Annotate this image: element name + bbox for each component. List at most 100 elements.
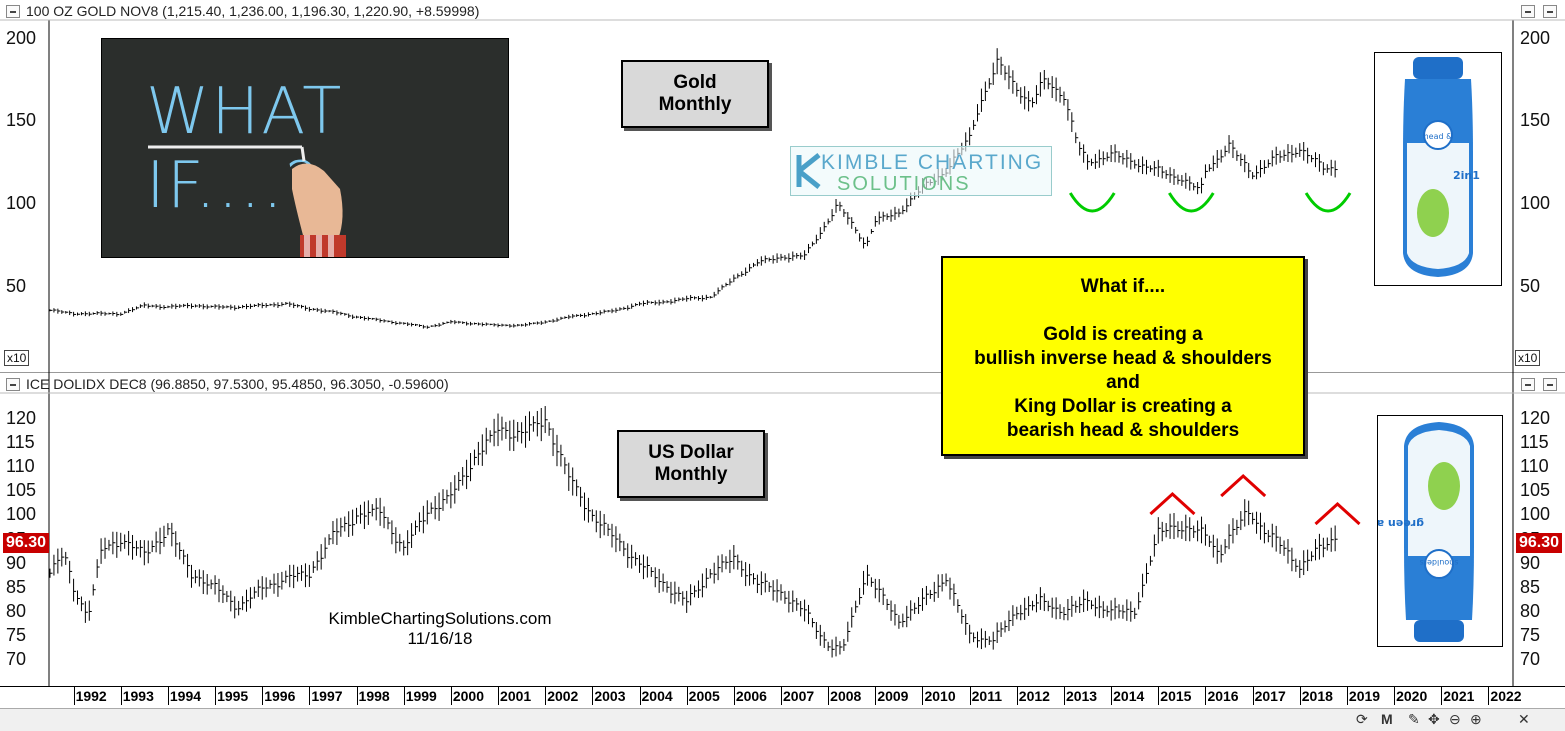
move-icon[interactable]: ✥ (1428, 711, 1440, 727)
x-tick-year: 2022 (1490, 688, 1522, 704)
x-tick-divider (875, 687, 877, 705)
shampoo-bottle-image-top: head & 2in1 (1374, 52, 1502, 286)
dollar-y-tick-left: 90 (6, 552, 27, 573)
dollar-y-tick-left: 80 (6, 600, 27, 621)
callout-line-4: bullish inverse head & shoulders (974, 348, 1272, 369)
x-tick-divider (73, 687, 75, 705)
dollar-pane-title: ICE DOLIDX DEC8 (96.8850, 97.5300, 95.48… (26, 376, 449, 392)
dollar-last-price-badge-left: 96.30 (3, 533, 50, 553)
dollar-label-line1: US Dollar (648, 442, 734, 463)
gold-shoulder-mark (1068, 192, 1116, 213)
callout-line-5: and (1106, 372, 1140, 393)
x-tick-year: 1992 (75, 688, 107, 704)
x-axis: 1992 1993 1994 1995 1996 1997 1998 1999 2000 2001… (0, 686, 1565, 705)
x-tick-year: 2017 (1254, 688, 1286, 704)
x-tick-divider (403, 687, 405, 705)
dollar-y-tick-left: 105 (6, 480, 37, 501)
x-tick-divider (262, 687, 264, 705)
shampoo-bottle-inverted-icon: shoulders green apple (1350, 422, 1474, 642)
x-tick-divider (686, 687, 688, 705)
x-tick-divider (498, 687, 500, 705)
x-tick-year: 2007 (783, 688, 815, 704)
x-tick-divider (1394, 687, 1396, 705)
shampoo-bottle-icon: head & 2in1 (1403, 57, 1480, 277)
x-tick-divider (1016, 687, 1018, 705)
x-tick-divider (450, 687, 452, 705)
x-tick-year: 2012 (1018, 688, 1050, 704)
x-tick-divider (781, 687, 782, 705)
x-tick-divider (1111, 687, 1113, 705)
x-tick-year: 2018 (1301, 688, 1333, 704)
dollar-y-tick-left: 100 (6, 504, 37, 525)
dollar-y-tick-right: 105 (1520, 480, 1551, 501)
gold-y-tick-right: 50 (1520, 276, 1541, 297)
x-tick-divider (592, 687, 594, 705)
what-if-callout: What if.... Gold is creating a bullish i… (941, 256, 1305, 456)
dollar-y-tick-right: 85 (1520, 576, 1541, 597)
x-tick-divider (1063, 687, 1065, 705)
dollar-y-tick-right: 100 (1520, 504, 1551, 525)
dollar-y-tick-right: 115 (1520, 432, 1549, 453)
zoom-out-icon[interactable]: ⊖ (1449, 711, 1461, 727)
kimble-watermark-logo: KIMBLE CHARTING SOLUTIONS (790, 146, 1052, 196)
x-tick-year: 2021 (1443, 688, 1475, 704)
gold-y-tick-right: 150 (1520, 110, 1551, 131)
gold-y-tick-left: 100 (6, 193, 37, 214)
site-credit: KimbleChartingSolutions.com 11/16/18 (300, 609, 580, 649)
x-tick-year: 1995 (217, 688, 249, 704)
x-tick-divider (1346, 687, 1348, 705)
x-tick-year: 1996 (264, 688, 296, 704)
x-tick-year: 2015 (1160, 688, 1192, 704)
gold-shoulder-mark (1168, 192, 1215, 213)
close-icon[interactable]: ✕ (1518, 711, 1530, 727)
gold-shoulder-mark (1304, 192, 1352, 213)
bottle-brand-text-2: shoulders (1420, 558, 1459, 567)
bottle-flavor-text: green apple (1378, 517, 1424, 530)
dollar-y-tick-right: 120 (1520, 408, 1551, 429)
gold-label-line1: Gold (673, 72, 717, 93)
x-tick-divider (1205, 687, 1207, 705)
dollar-y-tick-left: 110 (6, 456, 35, 477)
gold-multiplier-right: x10 (1515, 350, 1541, 366)
bottle-variant-text: 2in1 (1453, 169, 1480, 182)
x-tick-year: 2014 (1113, 688, 1145, 704)
dollar-pane-collapse-button[interactable] (6, 378, 20, 391)
callout-line-3: Gold is creating a (1043, 324, 1203, 345)
gold-pane-minimize-button[interactable] (1521, 5, 1535, 18)
x-tick-year: 2001 (500, 688, 532, 704)
gold-pane-collapse-button[interactable] (6, 5, 20, 18)
dollar-y-tick-right: 75 (1520, 624, 1541, 645)
gold-y-tick-right: 200 (1520, 27, 1551, 48)
dollar-y-tick-left: 115 (6, 432, 35, 453)
x-tick-divider (828, 687, 830, 705)
gold-monthly-label: Gold Monthly (621, 60, 769, 128)
dollar-y-tick-right: 90 (1520, 552, 1541, 573)
dollar-label-line2: Monthly (654, 464, 728, 485)
x-tick-divider (167, 687, 169, 705)
dollar-last-price-badge-right: 96.30 (1516, 533, 1563, 553)
dollar-y-tick-right: 70 (1520, 648, 1541, 669)
wrench-icon[interactable]: ✎ (1408, 711, 1420, 727)
what-if-chalkboard-image: WHAT IF....? (101, 38, 509, 258)
dollar-pane-minimize-button[interactable] (1521, 378, 1535, 391)
gold-pane-title: 100 OZ GOLD NOV8 (1,215.40, 1,236.00, 1,… (26, 3, 480, 19)
x-tick-year: 2009 (877, 688, 909, 704)
x-tick-year: 2013 (1065, 688, 1098, 704)
refresh-icon[interactable]: ⟳ (1356, 711, 1368, 727)
bottle-brand-text: head & (1424, 132, 1453, 141)
x-tick-year: 2002 (547, 688, 579, 704)
x-tick-divider (969, 687, 971, 705)
x-tick-divider (309, 687, 311, 705)
zoom-in-icon[interactable]: ⊕ (1470, 711, 1482, 727)
dollar-y-tick-left: 75 (6, 624, 27, 645)
x-tick-year: 2011 (971, 688, 1003, 704)
shampoo-bottle-image-bottom-inverted: shoulders green apple (1350, 415, 1503, 647)
x-tick-year: 2004 (641, 688, 673, 704)
x-tick-year: 1997 (311, 688, 343, 704)
dollar-pane-close-button[interactable] (1543, 378, 1557, 391)
dollar-y-tick-left: 70 (6, 648, 27, 669)
chart-date: 11/16/18 (407, 629, 473, 648)
chalkboard-text: WHAT IF....? (146, 75, 344, 223)
gold-pane-close-button[interactable] (1543, 5, 1557, 18)
mode-m-button[interactable]: M (1381, 711, 1393, 727)
